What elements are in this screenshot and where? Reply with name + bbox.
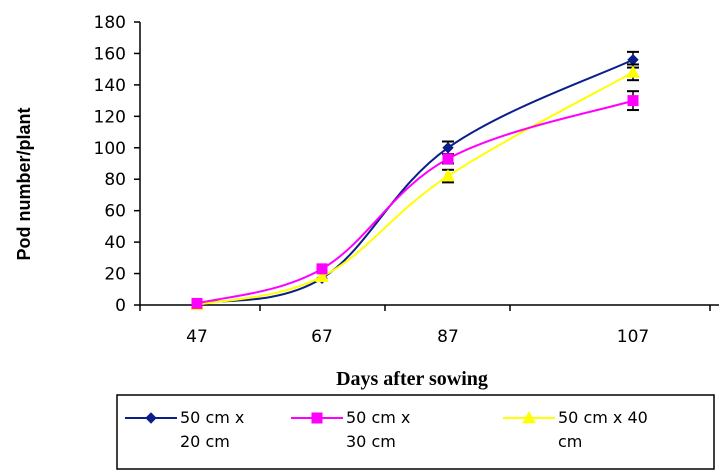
- data-point: [315, 269, 329, 282]
- legend-box: [116, 394, 715, 470]
- legend-label: 20 cm: [180, 432, 230, 451]
- legend-label: cm: [558, 432, 582, 451]
- data-point: [442, 142, 454, 154]
- series-1: [191, 90, 639, 309]
- y-tick-label: 140: [94, 76, 126, 96]
- legend-label: 50 cm x 40: [558, 408, 648, 427]
- y-axis: 0 20 40 60 80 100 120 140 160 180: [94, 13, 141, 316]
- series-line: [196, 71, 634, 306]
- data-point: [627, 95, 639, 107]
- x-axis-title: Days after sowing: [336, 368, 488, 390]
- series-line: [196, 99, 634, 305]
- series-2: [190, 63, 640, 311]
- data-point: [442, 153, 454, 165]
- legend-swatch-marker: [145, 412, 157, 424]
- data-point: [626, 65, 640, 78]
- y-tick-label: 0: [115, 296, 126, 316]
- y-tick-label: 100: [94, 139, 126, 159]
- x-tick-label: 87: [437, 327, 459, 347]
- data-point: [627, 54, 639, 66]
- legend-item-2: 50 cm x 40 cm: [503, 408, 648, 451]
- y-tick-label: 80: [104, 170, 126, 190]
- y-tick-label: 180: [94, 13, 126, 33]
- legend-item-0: 50 cm x 20 cm: [125, 408, 244, 451]
- legend-label: 30 cm: [346, 432, 396, 451]
- legend: 50 cm x 20 cm 50 cm x 30 cm 50 cm x 40 cm: [116, 394, 715, 470]
- x-tick-label: 47: [186, 327, 208, 347]
- y-tick-label: 120: [94, 107, 126, 127]
- x-axis: 47 67 87 107: [139, 304, 719, 347]
- legend-swatch-marker: [311, 412, 323, 424]
- y-tick-label: 60: [104, 202, 126, 222]
- x-tick-label: 67: [311, 327, 333, 347]
- legend-label: 50 cm x: [346, 408, 410, 427]
- y-tick-label: 20: [104, 265, 126, 285]
- x-tick-label: 107: [617, 327, 649, 347]
- data-point: [441, 169, 455, 182]
- data-point: [316, 263, 328, 275]
- y-axis-title: Pod number/plant: [14, 107, 34, 260]
- data-point: [191, 297, 203, 309]
- legend-swatch-marker: [522, 410, 536, 424]
- y-tick-label: 40: [104, 233, 126, 253]
- legend-label: 50 cm x: [180, 408, 244, 427]
- y-tick-label: 160: [94, 44, 126, 64]
- legend-item-1: 50 cm x 30 cm: [291, 408, 410, 451]
